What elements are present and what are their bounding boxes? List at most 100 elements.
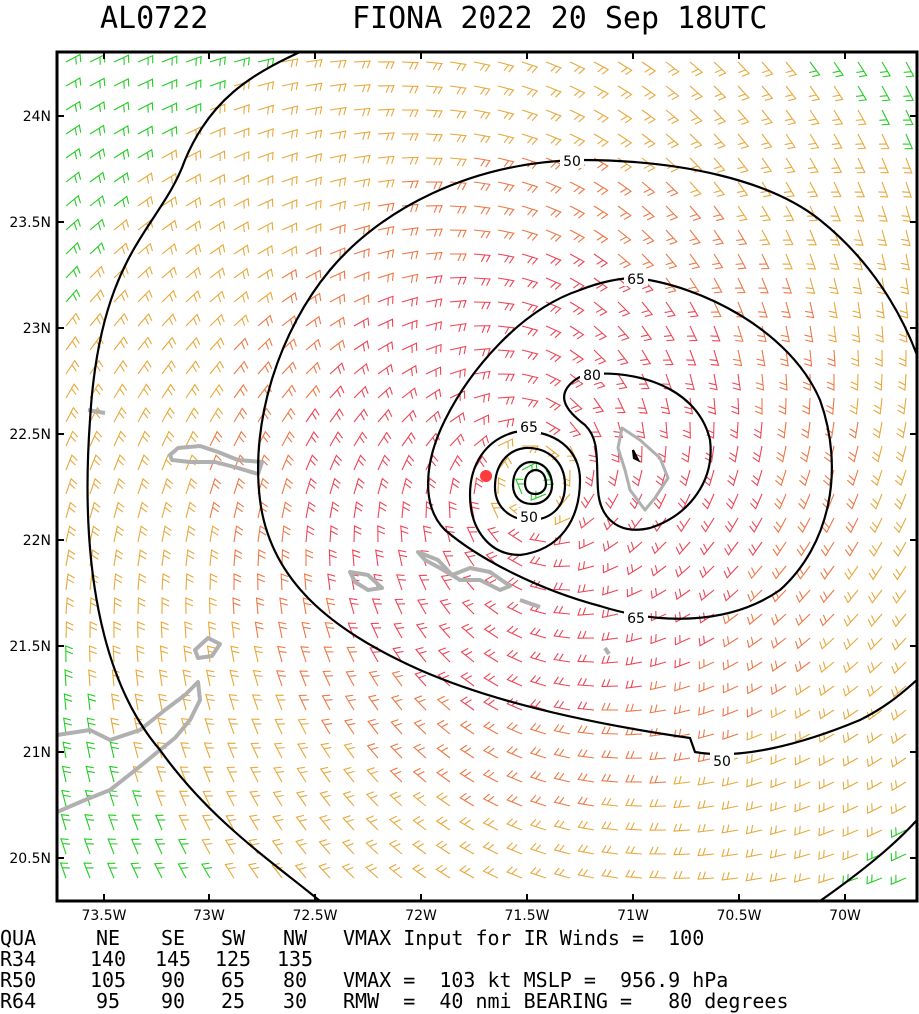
wind-barb (247, 862, 260, 879)
wind-barb (161, 407, 175, 423)
wind-barb (673, 847, 691, 856)
wind-barb (890, 709, 907, 721)
wind-barb (281, 199, 298, 210)
wind-barb (697, 776, 715, 786)
wind-barb (506, 649, 523, 663)
wind-barb (843, 661, 859, 674)
wind-barb (577, 630, 595, 639)
wind-barb (280, 573, 289, 591)
wind-barb (225, 814, 237, 831)
wind-barb (113, 477, 126, 495)
wind-barb (794, 684, 811, 696)
wind-barb (353, 201, 371, 212)
wind-barb (353, 154, 371, 164)
wind-barb (257, 430, 271, 447)
wind-barb (137, 101, 154, 113)
intensity-info: VMAX Input for IR Winds = 100 VMAX = 103… (343, 926, 789, 1013)
wind-barb (305, 407, 320, 423)
wind-barb (113, 195, 130, 207)
wind-barb (497, 61, 515, 73)
wind-barb (867, 637, 883, 651)
wind-barb (844, 541, 859, 557)
wind-barb (890, 780, 907, 792)
wind-barb (553, 559, 571, 568)
wind-barb (157, 717, 167, 735)
wind-barb (425, 109, 443, 119)
wind-barb (663, 349, 674, 366)
wind-barb (602, 585, 619, 596)
wind-barb (736, 205, 748, 222)
wind-barb (209, 337, 225, 351)
wind-barb (699, 541, 715, 556)
wind-barb (281, 58, 299, 68)
wind-barb (795, 589, 811, 603)
wind-barb (782, 253, 793, 270)
wind-barb (209, 220, 226, 232)
wind-barb (794, 661, 811, 673)
wind-barb (233, 127, 250, 138)
wind-barb (277, 645, 287, 663)
wind-barb (709, 349, 720, 366)
wind-barb (415, 622, 428, 639)
table-header-cell: SW (221, 926, 246, 950)
wind-barb (65, 359, 80, 375)
wind-barb (305, 315, 322, 328)
wind-barb (891, 661, 907, 675)
wind-barb (209, 56, 226, 67)
wind-barb (156, 766, 167, 783)
wind-barb (521, 109, 539, 122)
wind-barb (842, 708, 859, 721)
wind-barb (900, 253, 910, 271)
wind-barb (107, 814, 118, 831)
wind-barb (185, 173, 202, 185)
wind-barb (637, 397, 648, 414)
wind-barb (553, 629, 571, 639)
wind-barb (401, 156, 419, 165)
wind-barb (65, 312, 81, 327)
wind-barb (593, 181, 609, 196)
wind-barb (449, 205, 467, 214)
wind-barb (136, 645, 145, 663)
wind-barb (625, 679, 643, 689)
wind-barb (723, 565, 739, 579)
wind-barb (65, 645, 74, 663)
lat-tick-label: 23N (23, 321, 51, 337)
contour-core-1 (511, 460, 554, 506)
wind-barb (800, 445, 811, 463)
wind-barb (545, 421, 561, 436)
wind-barb (233, 104, 250, 115)
wind-barb (473, 205, 491, 215)
wind-barb (506, 673, 523, 687)
wind-barb (554, 514, 571, 526)
wind-barb (825, 397, 835, 415)
wind-barb (577, 868, 595, 879)
wind-barb (205, 669, 216, 687)
wind-barb (818, 661, 835, 673)
wind-barb (784, 109, 797, 126)
wind-barb (137, 525, 148, 543)
wind-barb (712, 253, 724, 270)
table-header-cell: NE (96, 926, 120, 950)
wind-barb (794, 825, 811, 836)
wind-barb (736, 229, 748, 246)
wind-barb (113, 125, 130, 137)
wind-barb (342, 791, 355, 807)
wind-barb (161, 525, 172, 543)
wind-barb (848, 421, 859, 439)
wind-barb (473, 181, 491, 192)
wind-barb (832, 109, 844, 126)
wind-barb (713, 109, 727, 125)
wind-barb (601, 702, 619, 711)
wind-barb (473, 157, 491, 168)
wind-barb (697, 823, 715, 833)
wind-barb (553, 867, 571, 879)
wind-barb (438, 623, 451, 639)
wind-barb (161, 243, 178, 255)
wind-barb (435, 792, 451, 807)
table-cell: 25 (221, 989, 245, 1013)
wind-barb (497, 109, 515, 121)
wind-barb (869, 541, 883, 557)
wind-barb (708, 373, 718, 391)
wind-barb (367, 694, 380, 711)
wind-barb (876, 253, 887, 271)
